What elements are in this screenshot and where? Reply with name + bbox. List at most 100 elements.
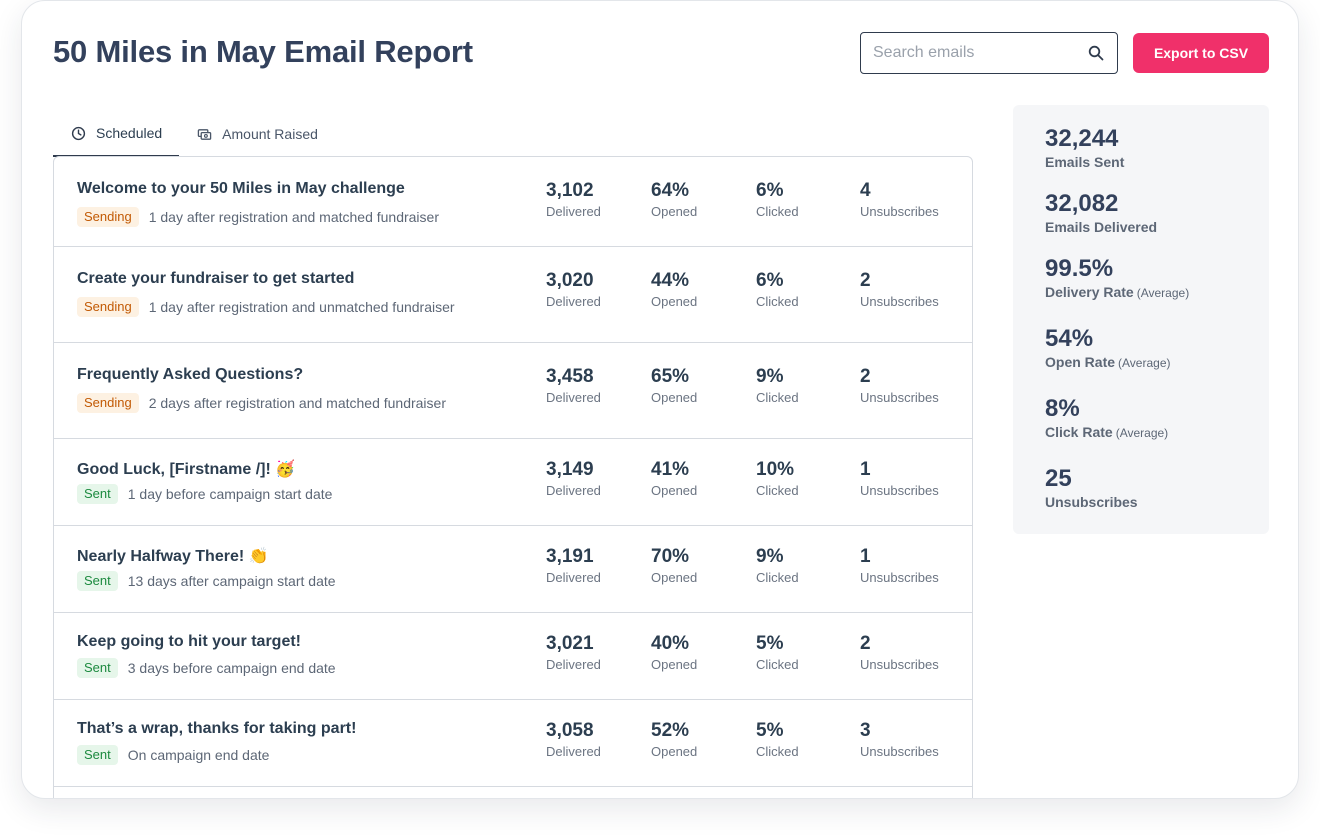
summary-label: Emails Sent [1045, 153, 1124, 171]
email-name[interactable]: That’s a wrap, thanks for taking part! [77, 720, 357, 737]
summary-label-text: Emails Sent [1045, 154, 1125, 170]
email-name[interactable]: Good Luck, [Firstname /]! 🥳 [77, 461, 296, 478]
table-row[interactable]: Nearly Halfway There! 👏 Sent 13 days after… [54, 526, 972, 613]
email-meta: Sent 3 days before campaign end date [77, 658, 336, 678]
stat-delivered: 3,458 Delivered [546, 366, 601, 406]
summary-stat: 32,244 Emails Sent [1045, 125, 1124, 171]
summary-stat: 25 Unsubscribes [1045, 465, 1138, 511]
email-name[interactable]: Nearly Halfway There! 👏 [77, 548, 269, 565]
stat-clicked: 10% Clicked [756, 459, 799, 499]
export-csv-button[interactable]: Export to CSV [1133, 33, 1269, 73]
stat-label: Delivered [546, 570, 601, 585]
stat-value: 1 [860, 459, 871, 480]
stat-label: Unsubscribes [860, 294, 939, 309]
email-meta: Sent 13 days after campaign start date [77, 571, 336, 591]
summary-label-text: Unsubscribes [1045, 494, 1138, 510]
stat-label: Delivered [546, 204, 601, 219]
email-timing: 13 days after campaign start date [127, 573, 336, 589]
tab-scheduled[interactable]: Scheduled [53, 111, 180, 157]
stat-label: Clicked [756, 657, 799, 672]
table-row[interactable]: Good Luck, [Firstname /]! 🥳 Sent 1 day bef… [54, 439, 972, 526]
search-box[interactable] [860, 32, 1118, 74]
stat-value: 3,191 [546, 546, 594, 567]
status-badge: Sending [77, 297, 139, 317]
stat-value: 2 [860, 633, 871, 654]
stat-unsubscribes: 2 Unsubscribes [860, 270, 939, 310]
table-row[interactable]: Create your fundraiser to get started Sen… [54, 247, 972, 343]
stat-value: 6% [756, 180, 784, 201]
search-icon[interactable] [1088, 45, 1104, 61]
stat-value: 6% [756, 270, 784, 291]
stat-delivered: 3,191 Delivered [546, 546, 601, 586]
stat-delivered: 3,021 Delivered [546, 633, 601, 673]
search-input[interactable] [873, 33, 1078, 73]
table-row[interactable] [54, 787, 972, 798]
table-row[interactable]: That’s a wrap, thanks for taking part! Se… [54, 700, 972, 787]
stat-label: Opened [651, 744, 698, 759]
summary-value: 32,244 [1045, 125, 1119, 152]
summary-label-text: Click Rate [1045, 424, 1113, 440]
email-name[interactable]: Create your fundraiser to get started [77, 270, 355, 287]
table-row[interactable]: Keep going to hit your target! Sent 3 days… [54, 613, 972, 700]
stat-opened: 44% Opened [651, 270, 697, 310]
stat-label: Unsubscribes [860, 570, 939, 585]
stat-value: 3,458 [546, 366, 594, 387]
stat-opened: 52% Opened [651, 720, 697, 760]
summary-label-text: Delivery Rate [1045, 284, 1134, 300]
clock-icon [71, 126, 86, 140]
email-name[interactable]: Frequently Asked Questions? [77, 366, 304, 383]
summary-note: (Average) [1136, 286, 1190, 300]
stat-label: Unsubscribes [860, 657, 939, 672]
summary-label: Click Rate (Average) [1045, 423, 1168, 442]
stat-unsubscribes: 1 Unsubscribes [860, 459, 939, 499]
stat-label: Opened [651, 657, 698, 672]
status-badge: Sending [77, 207, 139, 227]
email-meta: Sent 1 day before campaign start date [77, 484, 332, 504]
stat-clicked: 5% Clicked [756, 720, 799, 760]
summary-stat: 8% Click Rate (Average) [1045, 395, 1168, 442]
stat-value: 4 [860, 180, 871, 201]
summary-label-text: Emails Delivered [1045, 219, 1158, 235]
stat-label: Clicked [756, 204, 799, 219]
stat-label: Delivered [546, 657, 601, 672]
status-badge: Sent [77, 571, 118, 591]
stat-value: 41% [651, 459, 690, 480]
status-badge: Sending [77, 393, 139, 413]
summary-label: Emails Delivered [1045, 218, 1157, 236]
stat-label: Unsubscribes [860, 744, 939, 759]
stat-delivered: 3,058 Delivered [546, 720, 601, 760]
stat-opened: 41% Opened [651, 459, 697, 499]
tab-bar: Scheduled Amount Raised [53, 111, 335, 157]
summary-label-text: Open Rate [1045, 354, 1116, 370]
stat-label: Opened [651, 204, 698, 219]
stat-value: 9% [756, 366, 784, 387]
table-row[interactable]: Welcome to your 50 Miles in May challeng… [54, 157, 972, 247]
stat-label: Clicked [756, 744, 799, 759]
stat-label: Unsubscribes [860, 390, 939, 405]
summary-value: 8% [1045, 395, 1080, 422]
stat-value: 40% [651, 633, 690, 654]
summary-note: (Average) [1115, 426, 1169, 440]
table-row[interactable]: Frequently Asked Questions? Sending 2 days… [54, 343, 972, 439]
email-timing: 1 day after registration and unmatched f… [148, 299, 455, 315]
email-name[interactable]: Keep going to hit your target! [77, 633, 301, 650]
stat-value: 3,149 [546, 459, 594, 480]
email-name[interactable]: Welcome to your 50 Miles in May challeng… [77, 180, 405, 197]
stat-value: 65% [651, 366, 690, 387]
tab-amount-raised[interactable]: Amount Raised [179, 111, 335, 157]
email-timing: 2 days after registration and matched fu… [148, 395, 446, 411]
email-timing: 1 day before campaign start date [127, 486, 333, 502]
email-timing: 1 day after registration and matched fun… [148, 209, 439, 225]
email-meta: Sent On campaign end date [77, 745, 269, 765]
summary-label: Unsubscribes [1045, 493, 1138, 511]
stat-unsubscribes: 2 Unsubscribes [860, 366, 939, 406]
stat-label: Delivered [546, 483, 601, 498]
stat-value: 64% [651, 180, 690, 201]
page-title: 50 Miles in May Email Report [53, 34, 473, 69]
stat-label: Delivered [546, 294, 601, 309]
stat-delivered: 3,102 Delivered [546, 180, 601, 220]
stat-label: Delivered [546, 744, 601, 759]
stat-opened: 40% Opened [651, 633, 697, 673]
stat-value: 3,021 [546, 633, 594, 654]
stat-clicked: 6% Clicked [756, 270, 799, 310]
